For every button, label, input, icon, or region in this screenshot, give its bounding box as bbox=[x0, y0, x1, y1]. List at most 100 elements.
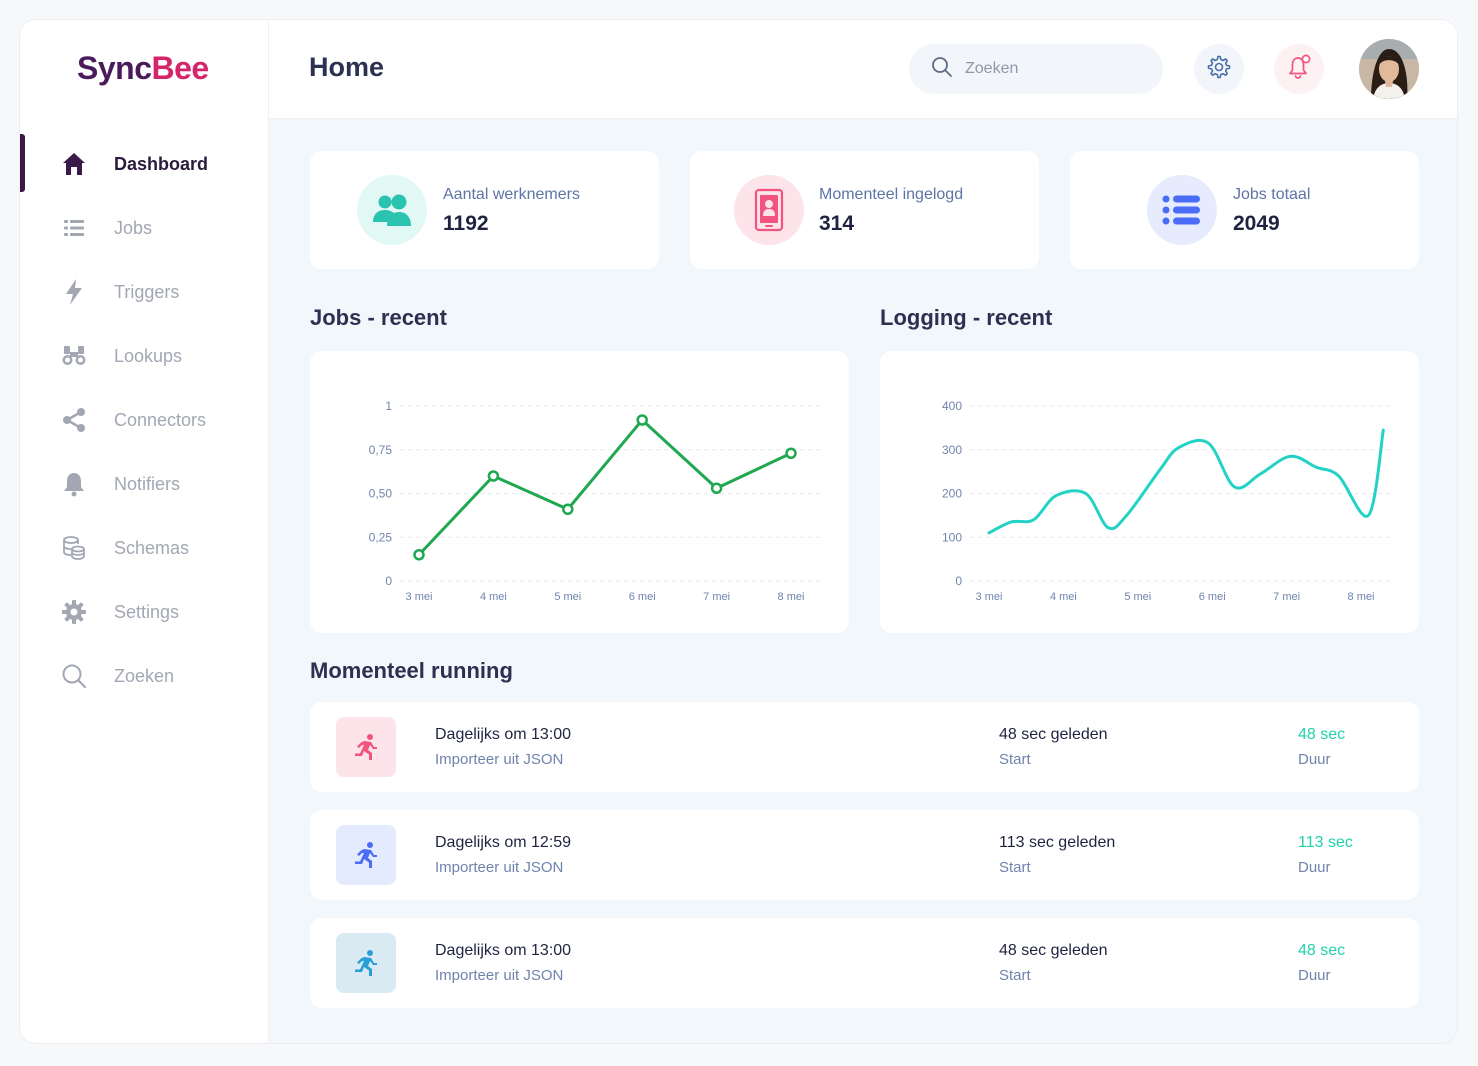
sidebar-item-zoeken[interactable]: Zoeken bbox=[20, 644, 269, 708]
x-tick-label: 4 mei bbox=[480, 591, 507, 603]
logging-chart-svg: 0 100 200 300 400 3 mei 4 mei 5 mei 6 mei 7 mei 8 … bbox=[942, 399, 1392, 603]
y-tick-label: 0 bbox=[955, 574, 962, 588]
runner-icon bbox=[336, 717, 396, 777]
jobs-chart: 0 0,25 0,50 0,75 1 3 mei 4 mei 5 mei 6 mei 7 mei 8… bbox=[310, 351, 849, 633]
run-start-time: 48 sec geleden bbox=[999, 942, 1108, 959]
stat-label: Aantal werknemers bbox=[443, 186, 580, 203]
binoculars-icon bbox=[60, 342, 88, 370]
sidebar-item-label: Connectors bbox=[114, 409, 207, 430]
sidebar-item-label: Schemas bbox=[114, 537, 190, 558]
avatar[interactable] bbox=[1359, 39, 1419, 99]
stat-label: Jobs totaal bbox=[1233, 186, 1311, 203]
logo[interactable]: SyncBee bbox=[77, 50, 209, 86]
running-row[interactable]: Dagelijks om 13:00 Importeer uit JSON 48… bbox=[310, 918, 1419, 1008]
stat-card-jobs: Jobs totaal 2049 bbox=[1070, 151, 1419, 269]
sidebar-nav: Dashboard Jobs Triggers Lookups bbox=[20, 132, 269, 708]
gear-icon bbox=[60, 598, 88, 626]
sidebar: SyncBee Dashboard Jobs Triggers bbox=[20, 20, 269, 1043]
bolt-icon bbox=[60, 278, 88, 306]
run-duration: 113 sec bbox=[1298, 834, 1353, 851]
run-duration-label: Duur bbox=[1298, 751, 1331, 768]
run-subtitle: Importeer uit JSON bbox=[435, 859, 564, 876]
data-point[interactable] bbox=[636, 414, 648, 426]
stat-value: 2049 bbox=[1233, 212, 1280, 235]
x-tick-label: 4 mei bbox=[1050, 591, 1077, 603]
search-input[interactable] bbox=[965, 60, 1145, 78]
sidebar-item-label: Settings bbox=[114, 601, 180, 622]
sidebar-item-label: Dashboard bbox=[114, 153, 209, 174]
x-tick-label: 6 mei bbox=[629, 591, 656, 603]
sidebar-item-label: Triggers bbox=[114, 281, 180, 302]
runner-icon bbox=[336, 933, 396, 993]
app-window: SyncBee Dashboard Jobs Triggers bbox=[20, 20, 1457, 1043]
stat-value: 1192 bbox=[443, 212, 489, 235]
run-duration: 48 sec bbox=[1298, 726, 1346, 743]
x-tick-label: 8 mei bbox=[1348, 591, 1375, 603]
x-tick-label: 7 mei bbox=[703, 591, 730, 603]
stat-card-ingelogd: Momenteel ingelogd 314 bbox=[690, 151, 1039, 269]
share-icon bbox=[60, 406, 88, 434]
sidebar-item-connectors[interactable]: Connectors bbox=[20, 388, 269, 452]
run-start-label: Start bbox=[999, 967, 1031, 984]
y-tick-label: 0,50 bbox=[369, 487, 393, 501]
bell-icon bbox=[60, 470, 88, 498]
data-point[interactable] bbox=[710, 482, 723, 494]
data-point[interactable] bbox=[562, 503, 574, 515]
search-box[interactable] bbox=[909, 44, 1163, 94]
home-icon bbox=[60, 150, 88, 178]
notifications-button[interactable] bbox=[1274, 44, 1324, 94]
running-row[interactable]: Dagelijks om 12:59 Importeer uit JSON 11… bbox=[310, 810, 1419, 900]
run-duration: 48 sec bbox=[1298, 942, 1346, 959]
stat-card-werknemers: Aantal werknemers 1192 bbox=[310, 151, 659, 269]
y-tick-label: 300 bbox=[942, 443, 962, 457]
sidebar-item-schemas[interactable]: Schemas bbox=[20, 516, 269, 580]
y-tick-label: 400 bbox=[942, 399, 962, 413]
phone-user-icon bbox=[734, 175, 804, 245]
sidebar-item-lookups[interactable]: Lookups bbox=[20, 324, 269, 388]
y-tick-label: 0,25 bbox=[369, 530, 393, 544]
sidebar-item-dashboard[interactable]: Dashboard bbox=[20, 132, 269, 196]
x-tick-label: 8 mei bbox=[778, 591, 805, 603]
header: Home bbox=[269, 20, 1457, 119]
data-point[interactable] bbox=[413, 549, 425, 561]
y-tick-label: 1 bbox=[385, 399, 392, 413]
sidebar-item-triggers[interactable]: Triggers bbox=[20, 260, 269, 324]
run-title: Dagelijks om 13:00 bbox=[435, 942, 572, 959]
x-tick-label: 6 mei bbox=[1199, 591, 1226, 603]
sidebar-item-label: Lookups bbox=[114, 345, 183, 366]
stat-label: Momenteel ingelogd bbox=[819, 186, 964, 203]
section-title-running: Momenteel running bbox=[310, 658, 513, 683]
run-duration-label: Duur bbox=[1298, 859, 1331, 876]
stat-value: 314 bbox=[819, 212, 855, 235]
search-icon bbox=[931, 56, 953, 83]
x-tick-label: 5 mei bbox=[554, 591, 581, 603]
section-title-logging: Logging - recent bbox=[880, 305, 1053, 330]
jobs-chart-svg: 0 0,25 0,50 0,75 1 3 mei 4 mei 5 mei 6 mei 7 mei 8… bbox=[369, 399, 822, 603]
run-start-label: Start bbox=[999, 859, 1031, 876]
run-subtitle: Importeer uit JSON bbox=[435, 751, 564, 768]
running-row[interactable]: Dagelijks om 13:00 Importeer uit JSON 48… bbox=[310, 702, 1419, 792]
y-tick-label: 0,75 bbox=[369, 443, 393, 457]
run-duration-label: Duur bbox=[1298, 967, 1331, 984]
x-tick-label: 3 mei bbox=[976, 591, 1003, 603]
y-tick-label: 200 bbox=[942, 487, 962, 501]
list-icon bbox=[60, 214, 88, 242]
page-title: Home bbox=[309, 52, 385, 82]
data-point[interactable] bbox=[785, 447, 797, 459]
sidebar-item-jobs[interactable]: Jobs bbox=[20, 196, 269, 260]
settings-button[interactable] bbox=[1194, 44, 1244, 94]
section-title-jobs: Jobs - recent bbox=[310, 305, 447, 330]
x-tick-label: 3 mei bbox=[406, 591, 433, 603]
bell-icon bbox=[1286, 54, 1312, 85]
data-point[interactable] bbox=[487, 470, 500, 482]
sidebar-item-notifiers[interactable]: Notifiers bbox=[20, 452, 269, 516]
run-title: Dagelijks om 12:59 bbox=[435, 834, 572, 851]
series-line bbox=[987, 428, 1385, 535]
run-start-time: 48 sec geleden bbox=[999, 726, 1108, 743]
sidebar-item-settings[interactable]: Settings bbox=[20, 580, 269, 644]
run-title: Dagelijks om 13:00 bbox=[435, 726, 572, 743]
series-line bbox=[417, 418, 793, 557]
run-start-label: Start bbox=[999, 751, 1031, 768]
run-start-time: 113 sec geleden bbox=[999, 834, 1116, 851]
sidebar-item-label: Zoeken bbox=[114, 665, 175, 686]
